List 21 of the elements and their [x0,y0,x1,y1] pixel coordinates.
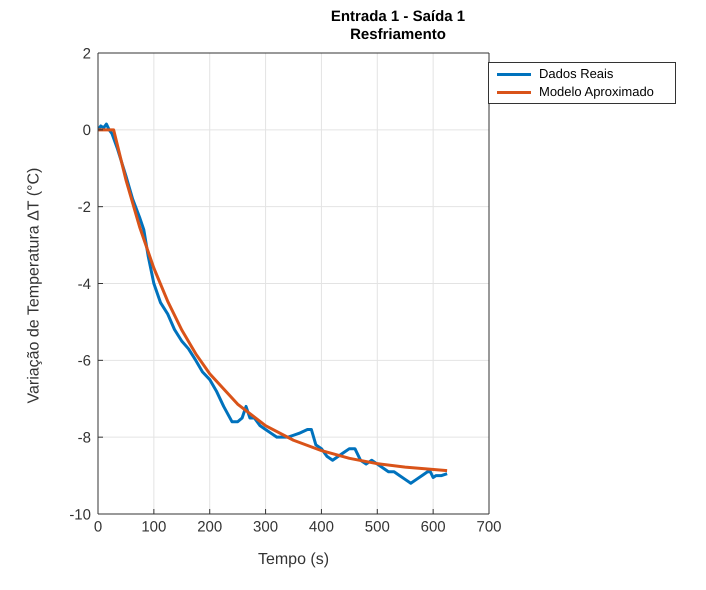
y-tick-label: 2 [82,45,91,62]
x-tick-label: 300 [253,518,278,536]
y-tick-label: 0 [82,122,91,140]
y-axis-title: Variação de Temperatura ΔT (°C) [26,168,43,404]
x-axis-title: Tempo (s) [258,551,330,568]
legend-label: Dados Reais [539,65,614,83]
x-tick-label: 0 [94,518,102,536]
y-tick-label: -6 [78,352,91,370]
y-tick-label: -10 [69,506,91,524]
y-tick-label: -8 [78,429,91,446]
x-tick-label: 400 [308,518,334,536]
x-tick-label: 700 [476,518,502,536]
x-tick-label: 500 [364,518,390,536]
x-tick-label: 100 [141,518,166,536]
chart-title: Entrada 1 - Saída 1 [330,8,466,26]
chart-subtitle: Resfriamento [349,26,447,44]
y-tick-label: -4 [78,276,91,293]
legend-label: Modelo Aproximado [539,83,654,101]
x-tick-label: 200 [197,518,222,536]
y-tick-label: -2 [78,198,91,216]
x-tick-label: 600 [420,518,446,536]
